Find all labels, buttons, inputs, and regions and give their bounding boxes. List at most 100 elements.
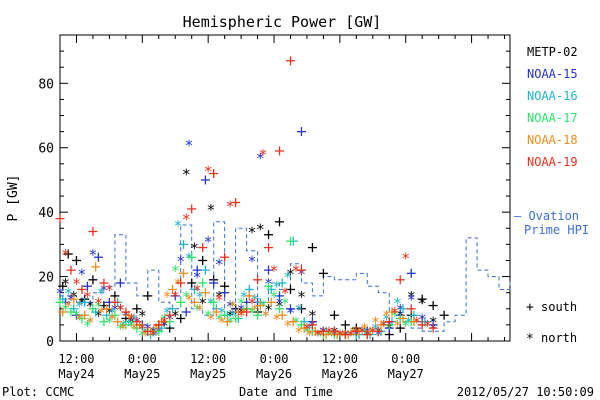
south-point-noaa-18 — [255, 301, 265, 311]
north-point-metp-02: * — [248, 223, 257, 241]
south-point-noaa-15 — [285, 304, 295, 314]
north-point-noaa-18: * — [173, 275, 182, 293]
north-point-noaa-19: * — [226, 198, 235, 216]
south-point-noaa-19 — [55, 214, 65, 224]
south-point-noaa-17 — [110, 310, 120, 320]
south-point-noaa-18 — [299, 323, 309, 333]
north-point-noaa-16: * — [228, 307, 237, 325]
south-point-metp-02 — [275, 217, 285, 227]
north-point-noaa-17: * — [171, 262, 180, 280]
north-point-metp-02: * — [264, 301, 273, 319]
north-point-noaa-19: * — [83, 288, 92, 306]
south-point-noaa-15 — [170, 291, 180, 301]
legend-south-label: south — [541, 300, 577, 314]
north-point-noaa-16: * — [250, 291, 259, 309]
south-point-noaa-19 — [417, 320, 427, 330]
north-point-noaa-18: * — [86, 314, 95, 332]
north-point-noaa-17: * — [83, 317, 92, 335]
south-point-noaa-18 — [80, 310, 90, 320]
north-point-noaa-18: * — [294, 323, 303, 341]
south-point-noaa-19 — [110, 297, 120, 307]
legend-entry-noaa-19: NOAA-19 — [527, 155, 578, 169]
north-point-noaa-16: * — [119, 317, 128, 335]
legend-entry-noaa-18: NOAA-18 — [527, 133, 578, 147]
south-point-noaa-16 — [168, 304, 177, 314]
north-point-noaa-17: * — [379, 317, 388, 335]
south-point-noaa-17 — [198, 278, 208, 288]
south-point-noaa-17 — [176, 297, 186, 307]
south-point-noaa-15 — [181, 307, 191, 317]
north-point-noaa-15: * — [418, 310, 427, 328]
south-point-noaa-17 — [187, 252, 197, 262]
south-point-metp-02 — [395, 323, 405, 333]
south-point-noaa-18 — [288, 317, 298, 327]
north-point-noaa-16: * — [141, 323, 150, 341]
ovation-prime-hpi-path — [60, 221, 511, 332]
south-point-metp-02 — [176, 313, 186, 323]
south-point-noaa-19 — [165, 310, 175, 320]
north-point-noaa-16: * — [217, 304, 226, 322]
north-point-noaa-16: * — [261, 307, 270, 325]
south-point-noaa-19 — [264, 243, 274, 253]
north-point-noaa-18: * — [228, 298, 237, 316]
south-point-noaa-19 — [253, 275, 263, 285]
y-tick-label: 40 — [38, 206, 54, 221]
north-point-noaa-16: * — [86, 314, 95, 332]
north-point-noaa-18: * — [250, 301, 259, 319]
north-point-noaa-19: * — [149, 327, 158, 345]
north-point-noaa-18: * — [338, 327, 347, 345]
north-point-noaa-16: * — [404, 314, 413, 332]
north-point-noaa-17: * — [182, 288, 191, 306]
x-tick-date-label: May25 — [124, 367, 160, 381]
north-point-noaa-16: * — [393, 294, 402, 312]
north-point-noaa-19: * — [335, 327, 344, 345]
north-point-noaa-15: * — [193, 269, 202, 287]
south-point-noaa-18 — [222, 317, 232, 327]
footer-left: Plot: CCMC — [2, 385, 74, 399]
south-point-noaa-19 — [143, 326, 153, 336]
north-point-metp-02: * — [297, 288, 306, 306]
south-point-noaa-19 — [209, 169, 219, 179]
south-point-noaa-19 — [132, 317, 142, 327]
south-point-metp-02 — [329, 310, 339, 320]
north-point-metp-02: * — [226, 307, 235, 325]
north-point-noaa-16: * — [195, 288, 204, 306]
south-point-noaa-17 — [66, 307, 76, 317]
north-point-noaa-15: * — [256, 149, 265, 167]
north-point-noaa-15: * — [215, 256, 224, 274]
north-point-metp-02: * — [407, 288, 416, 306]
north-point-noaa-17: * — [368, 323, 377, 341]
north-point-noaa-15: * — [184, 137, 193, 155]
x-axis-label: Date and Time — [239, 385, 333, 399]
south-point-noaa-19 — [307, 320, 317, 330]
north-point-noaa-17: * — [248, 304, 257, 322]
south-point-metp-02 — [439, 310, 449, 320]
south-point-noaa-19 — [66, 265, 76, 275]
north-point-metp-02: * — [94, 307, 103, 325]
footer-right: 2012/05/27 10:50:09 — [457, 385, 594, 399]
north-point-metp-02: * — [237, 304, 246, 322]
north-point-noaa-16: * — [382, 310, 391, 328]
north-point-noaa-17: * — [324, 327, 333, 345]
north-point-metp-02: * — [215, 288, 224, 306]
north-point-metp-02: * — [182, 166, 191, 184]
north-point-noaa-19: * — [313, 327, 322, 345]
north-point-noaa-15: * — [66, 291, 75, 309]
south-point-noaa-18 — [376, 320, 386, 330]
south-point-noaa-18 — [69, 294, 79, 304]
south-point-noaa-15 — [200, 175, 210, 185]
south-point-noaa-17 — [220, 310, 230, 320]
south-point-noaa-16 — [277, 278, 287, 288]
south-point-metp-02 — [417, 294, 427, 304]
north-point-metp-02: * — [61, 275, 70, 293]
south-point-noaa-19 — [77, 284, 87, 294]
north-point-noaa-19: * — [127, 310, 136, 328]
south-point-noaa-19 — [121, 307, 131, 317]
north-point-noaa-17: * — [237, 294, 246, 312]
north-point-noaa-16: * — [283, 269, 292, 287]
north-point-noaa-19: * — [94, 294, 103, 312]
north-point-noaa-17: * — [357, 323, 366, 341]
legend-ovation-label-2: Prime HPI — [524, 223, 589, 237]
north-point-noaa-19: * — [72, 275, 81, 293]
north-point-noaa-17: * — [215, 310, 224, 328]
